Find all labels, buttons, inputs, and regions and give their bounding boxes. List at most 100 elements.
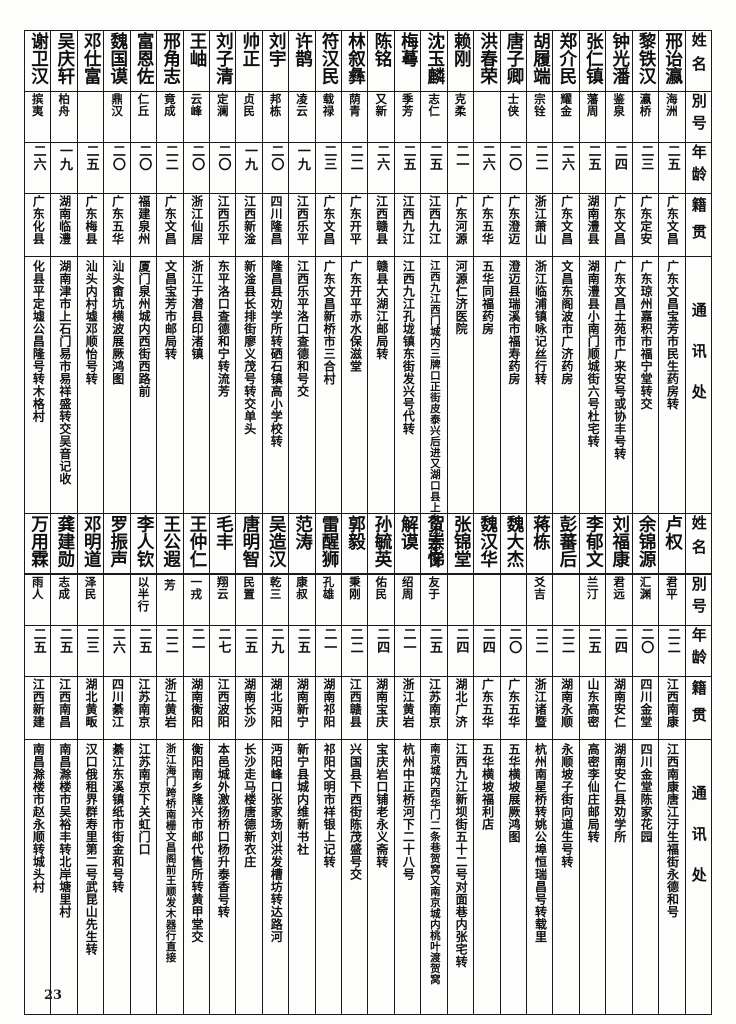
cell-address: 五华横坡展厥鸿图 (499, 739, 528, 1015)
alias-text: 柏舟 (57, 93, 72, 117)
cell-origin: 湖南安仁 (605, 676, 633, 740)
cell-name: 李人钦 (129, 513, 158, 575)
cell-age: 二五 (393, 142, 422, 194)
age-text: 二五 (241, 627, 257, 654)
cell-origin: 浙江黄岩 (156, 676, 184, 740)
cell-origin: 福建泉州 (129, 193, 158, 257)
cell-name: 张锦堂 (446, 513, 475, 575)
alias-text: 荫青 (347, 93, 362, 117)
cell-alias: 泽民 (76, 574, 105, 626)
origin-text: 江西九江 (401, 195, 416, 245)
cell-address: 南昌滁楼市吴裕丰转北岸塘里村 (50, 739, 78, 1015)
cell-alias: 藩周 (578, 91, 607, 143)
alias-text: 佑民 (374, 576, 389, 600)
cell-age: 二二 (526, 625, 554, 677)
cell-origin: 江西波阳 (208, 676, 237, 740)
cell-name: 帅正 (235, 30, 263, 92)
cell-age: 二二 (658, 625, 686, 677)
name-text: 林叙彝 (345, 32, 366, 85)
name-text: 吴造汉 (266, 515, 287, 568)
cell-origin: 湖南长沙 (235, 676, 263, 740)
cell-age: 二六 (103, 625, 131, 677)
origin-text: 浙江黄岩 (163, 678, 178, 728)
roster-table-top: 谢卫汉 吴庆轩 邓仕富 魏国谟 富恩佐 邢角志 王岫 刘子清 帅正 刘宇 许鹊 符汉民 林叙彝 陈铭 梅蕚沈… (23, 30, 713, 574)
address-text: 文昌宝芳市邮局转 (163, 260, 178, 360)
cell-alias: 摈夷 (23, 91, 52, 143)
origin-text: 江西南康 (665, 678, 680, 728)
cell-alias: 友于 (420, 574, 448, 626)
cell-age: 二〇 (499, 625, 528, 677)
cell-name: 刘子清 (208, 30, 237, 92)
cell-name: 卢权 (658, 513, 686, 575)
cell-origin: 广东五华 (473, 193, 501, 257)
origin-text: 广东文昌 (612, 195, 627, 245)
address-text: 本邑城外激扬桥口杨升泰香号转 (216, 743, 231, 918)
cell-origin: 广东定安 (631, 193, 660, 257)
cell-origin: 江西九江 (393, 193, 422, 257)
name-text: 孙毓英 (371, 515, 392, 568)
cell-name: 梅蕚 (393, 30, 422, 92)
address-text: 赣县大湖江邮局转 (374, 260, 389, 360)
cell-origin: 江苏南京 (420, 676, 448, 740)
cell-address: 汉口俄租界群寿里第二号武昆山先生转 (76, 739, 105, 1015)
age-text: 二〇 (268, 144, 284, 171)
origin-text: 湖北黄畈 (84, 678, 99, 728)
row-label-alias: 別号 (684, 574, 713, 626)
name-text: 蒋栋 (530, 515, 551, 550)
alias-text: 乾三 (268, 576, 283, 600)
cell-age: 一九 (235, 142, 263, 194)
origin-text: 广东文昌 (163, 195, 178, 245)
cell-name: 邓明道 (76, 513, 105, 575)
cell-name: 沈玉麟 (420, 30, 448, 92)
alias-text: 摈夷 (30, 93, 45, 117)
cell-alias (499, 574, 528, 626)
origin-text: 广东文昌 (321, 195, 336, 245)
cell-origin: 广东文昌 (552, 193, 580, 257)
cell-age: 二〇 (631, 625, 660, 677)
cell-alias: 海洲 (658, 91, 686, 143)
name-text: 刘宇 (266, 32, 287, 67)
cell-alias: 鉴泉 (605, 91, 633, 143)
cell-name: 郭毅 (341, 513, 369, 575)
cell-origin: 湖北黄畈 (76, 676, 105, 740)
cell-origin: 湖南澧县 (578, 193, 607, 257)
address-text: 江苏南京下关虹门口 (137, 743, 152, 856)
cell-name: 谢卫汉 (23, 30, 52, 92)
table-row-alias: 雨人 志成 泽民 以半行芳一戎 翔云 民置 乾三 康叔 孔雄 秉刚 佑民 绍周 友于 爻吉 兰汀 君远 汇渊 君平… (23, 574, 713, 626)
age-text: 二四 (479, 627, 495, 654)
origin-text: 广东澄迈 (506, 195, 521, 245)
address-text: 隆昌县劝学所转硒石镇高小学校转 (269, 260, 284, 448)
cell-alias: 又新 (367, 91, 395, 143)
age-text: 二五 (426, 627, 442, 654)
alias-text: 泽民 (83, 576, 98, 600)
address-text: 江西九江西门城内三牌口正街皮泰兴后进又湖口县上乡沈天字湾 (428, 260, 441, 568)
alias-text: 士侠 (506, 93, 521, 117)
cell-age: 二二 (341, 142, 369, 194)
origin-text: 湖南永顺 (559, 678, 574, 728)
age-text: 二二 (664, 627, 680, 654)
cell-name: 许鹊 (288, 30, 316, 92)
cell-alias: 贞民 (235, 91, 263, 143)
table-row-age: 二六 一九 二五 二〇 二〇 二二 二〇 二〇 一九 二〇 一九 二三 二二 二六 二五 二五 二一 二六 二〇 二二… (23, 142, 713, 194)
name-text: 黎铁汉 (636, 32, 657, 85)
age-text: 二〇 (136, 144, 152, 171)
age-text: 二五 (400, 144, 416, 171)
cell-alias: 君远 (605, 574, 633, 626)
cell-age: 二〇 (103, 142, 131, 194)
alias-text: 志成 (57, 576, 72, 600)
cell-age: 二〇 (261, 142, 290, 194)
row-label-origin: 籍贯 (684, 193, 713, 257)
address-text: 南昌滁楼市赵永顺转城头村 (31, 743, 46, 893)
address-text: 江西南康唐江汙生福街永德和号 (665, 743, 680, 918)
cell-origin: 江西乐平 (208, 193, 237, 257)
cell-origin: 江苏南京 (129, 676, 158, 740)
origin-text: 广东五华 (480, 678, 495, 728)
cell-name: 吴庆轩 (50, 30, 78, 92)
cell-alias: 以半行 (129, 574, 158, 626)
cell-age: 二一 (314, 625, 343, 677)
cell-address: 长沙走马楼唐德新衣庄 (235, 739, 263, 1015)
cell-alias: 士侠 (499, 91, 528, 143)
cell-alias: 志仁 (420, 91, 448, 143)
cell-origin: 江西新建 (23, 676, 52, 740)
cell-name: 彭蕃后 (552, 513, 580, 575)
